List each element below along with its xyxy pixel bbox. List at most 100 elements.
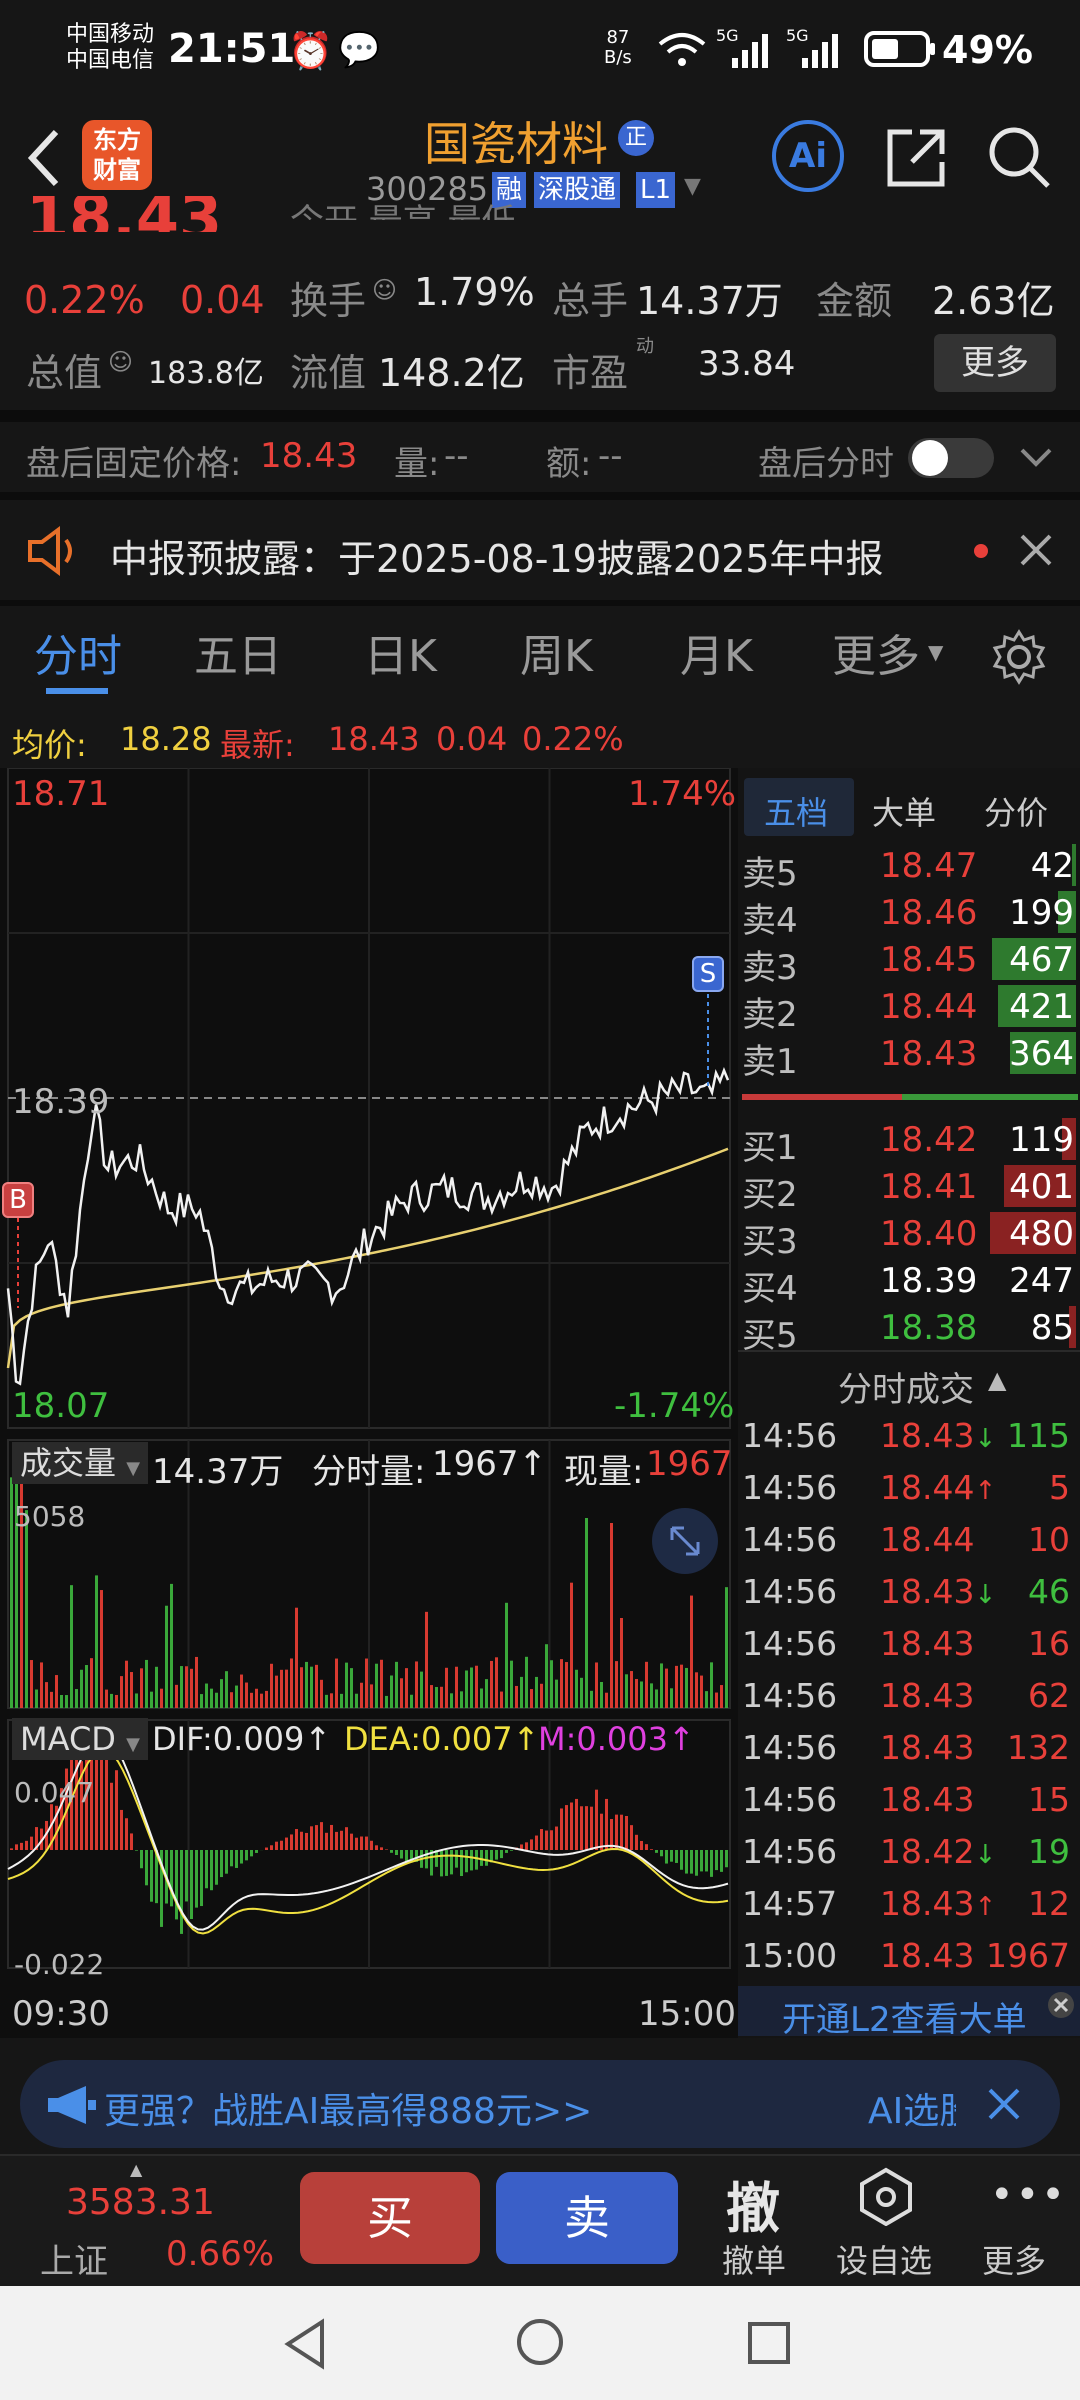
trades-title: 分时成交 bbox=[838, 1370, 974, 1410]
after-hours-toggle[interactable] bbox=[908, 438, 994, 478]
more-label[interactable]: 更多 bbox=[982, 2242, 1047, 2280]
cancel-order-label[interactable]: 撤单 bbox=[722, 2242, 787, 2280]
macd-bar bbox=[470, 1850, 473, 1871]
ai-promo-banner[interactable]: 更强？战胜AI最高得888元>> AI选股 bbox=[20, 2060, 1060, 2148]
tab-intraday[interactable]: 分时 bbox=[34, 631, 122, 682]
app-logo[interactable]: 东方 财富 bbox=[82, 120, 152, 190]
trade-time: 14:56 bbox=[742, 1832, 838, 1871]
macd-bar bbox=[520, 1844, 523, 1850]
macd-bar bbox=[535, 1835, 538, 1850]
close-icon[interactable] bbox=[1046, 1990, 1076, 2020]
volume-bar bbox=[540, 1683, 543, 1708]
macd-bar bbox=[525, 1842, 528, 1850]
ob-tab-level5[interactable]: 五档 bbox=[764, 794, 829, 832]
l2-link-bar[interactable]: 开通L2查看大单 bbox=[738, 1986, 1080, 2040]
volume-bar bbox=[420, 1671, 423, 1708]
more-dots-icon[interactable]: ••• bbox=[990, 2172, 1067, 2218]
wifi-icon bbox=[658, 33, 706, 66]
chevron-down-icon[interactable] bbox=[1018, 446, 1054, 468]
nav-back-icon[interactable] bbox=[282, 2318, 330, 2370]
volume-bar bbox=[365, 1658, 368, 1708]
nav-recent-icon[interactable] bbox=[746, 2320, 792, 2366]
trades-header[interactable]: 分时成交 ▲ bbox=[738, 1350, 1080, 1410]
turnover-label: 换手 bbox=[290, 279, 367, 323]
add-watchlist-icon[interactable] bbox=[858, 2166, 914, 2226]
trade-price: 18.44↑ bbox=[880, 1468, 997, 1507]
tab-five-day[interactable]: 五日 bbox=[194, 631, 282, 682]
tab-day-k[interactable]: 日K bbox=[364, 631, 437, 682]
l2-link[interactable]: 开通L2查看大单 bbox=[782, 2000, 1027, 2040]
ask-volume-bar bbox=[1058, 891, 1076, 933]
ask-row-1[interactable]: 卖5 18.47 42 bbox=[742, 842, 1078, 894]
tab-month-k[interactable]: 月K bbox=[680, 631, 753, 682]
volume-bar bbox=[335, 1658, 338, 1708]
bid-row-4[interactable]: 买4 18.39 247 bbox=[742, 1257, 1078, 1309]
indicator-select-volume[interactable]: 成交量 ▼ bbox=[12, 1442, 149, 1484]
search-icon[interactable] bbox=[986, 124, 1052, 190]
ask-row-5[interactable]: 卖1 18.43 364 bbox=[742, 1030, 1078, 1082]
ask-row-2[interactable]: 卖4 18.46 199 bbox=[742, 889, 1078, 941]
volume-bar bbox=[275, 1675, 278, 1708]
cancel-order-icon[interactable]: 撤 bbox=[726, 2177, 780, 2240]
ob-tab-large-orders[interactable]: 大单 bbox=[872, 794, 937, 832]
index-value[interactable]: 3583.31 bbox=[66, 2182, 215, 2223]
volume-bar bbox=[15, 1473, 18, 1708]
macd-bar bbox=[615, 1814, 618, 1850]
chevron-down-icon[interactable]: ▼ bbox=[684, 174, 701, 199]
stock-code: 300285 bbox=[366, 170, 489, 208]
info-icon[interactable]: ☺ bbox=[372, 276, 398, 304]
bid-row-1[interactable]: 买1 18.42 119 bbox=[742, 1116, 1078, 1168]
index-name[interactable]: 上证 bbox=[40, 2242, 108, 2282]
trade-time: 15:00 bbox=[742, 1936, 838, 1975]
macd-bar bbox=[705, 1850, 708, 1872]
intraday-chart-area[interactable] bbox=[0, 768, 738, 2038]
avg-label: 均价: bbox=[12, 726, 87, 764]
ask-level: 卖3 bbox=[742, 948, 798, 988]
nav-home-icon[interactable] bbox=[514, 2316, 566, 2368]
settings-gear-icon[interactable] bbox=[990, 628, 1048, 686]
trade-time: 14:56 bbox=[742, 1520, 838, 1559]
ask-row-3[interactable]: 卖3 18.45 467 bbox=[742, 936, 1078, 988]
macd-bar bbox=[385, 1849, 388, 1850]
buy-marker[interactable]: B bbox=[2, 1182, 34, 1218]
volume-bar bbox=[690, 1595, 693, 1708]
volume-bar bbox=[510, 1660, 513, 1708]
sell-button[interactable]: 卖 bbox=[496, 2172, 678, 2264]
macd-bar bbox=[380, 1847, 383, 1850]
share-icon[interactable] bbox=[884, 126, 948, 190]
close-icon[interactable] bbox=[986, 2086, 1022, 2122]
bid-row-3[interactable]: 买3 18.40 480 bbox=[742, 1210, 1078, 1262]
close-icon[interactable] bbox=[1018, 532, 1054, 568]
notice-bar[interactable]: 中报预披露：于2025-08-19披露2025年中报 bbox=[0, 500, 1080, 600]
divider bbox=[0, 600, 1080, 606]
back-arrow-icon[interactable] bbox=[24, 128, 64, 188]
trade-price: 18.44 bbox=[880, 1520, 975, 1559]
bid-row-2[interactable]: 买2 18.41 401 bbox=[742, 1163, 1078, 1215]
volume-bar bbox=[450, 1693, 453, 1708]
ask-row-4[interactable]: 卖2 18.44 421 bbox=[742, 983, 1078, 1035]
more-button[interactable]: 更多 bbox=[934, 334, 1056, 392]
volume-bar bbox=[90, 1658, 93, 1708]
volume-bar bbox=[710, 1662, 713, 1708]
ratio-bar-sell bbox=[742, 1094, 902, 1100]
info-icon[interactable]: ☺ bbox=[108, 348, 134, 376]
indicator-select-macd[interactable]: MACD ▼ bbox=[12, 1718, 148, 1760]
tab-more[interactable]: 更多 bbox=[832, 631, 920, 682]
trade-price: 18.43 bbox=[880, 1936, 975, 1975]
tab-week-k[interactable]: 周K bbox=[520, 631, 593, 682]
macd-bar bbox=[25, 1840, 28, 1850]
macd-bar bbox=[460, 1850, 463, 1877]
volume-bar bbox=[370, 1684, 373, 1708]
ai-icon[interactable]: Ai bbox=[772, 120, 844, 192]
buy-button[interactable]: 买 bbox=[300, 2172, 480, 2264]
mktcap-value: 183.8亿 bbox=[148, 356, 264, 391]
add-watchlist-label[interactable]: 设自选 bbox=[836, 2242, 933, 2280]
ob-tab-price-dist[interactable]: 分价 bbox=[984, 794, 1049, 832]
volume-bar bbox=[725, 1587, 728, 1708]
macd-bar bbox=[635, 1834, 638, 1850]
volume-bar bbox=[165, 1605, 168, 1708]
bid-row-5[interactable]: 买5 18.38 85 bbox=[742, 1304, 1078, 1356]
sell-marker[interactable]: S bbox=[692, 956, 724, 992]
expand-icon[interactable] bbox=[652, 1508, 718, 1574]
volume-bar bbox=[255, 1688, 258, 1708]
